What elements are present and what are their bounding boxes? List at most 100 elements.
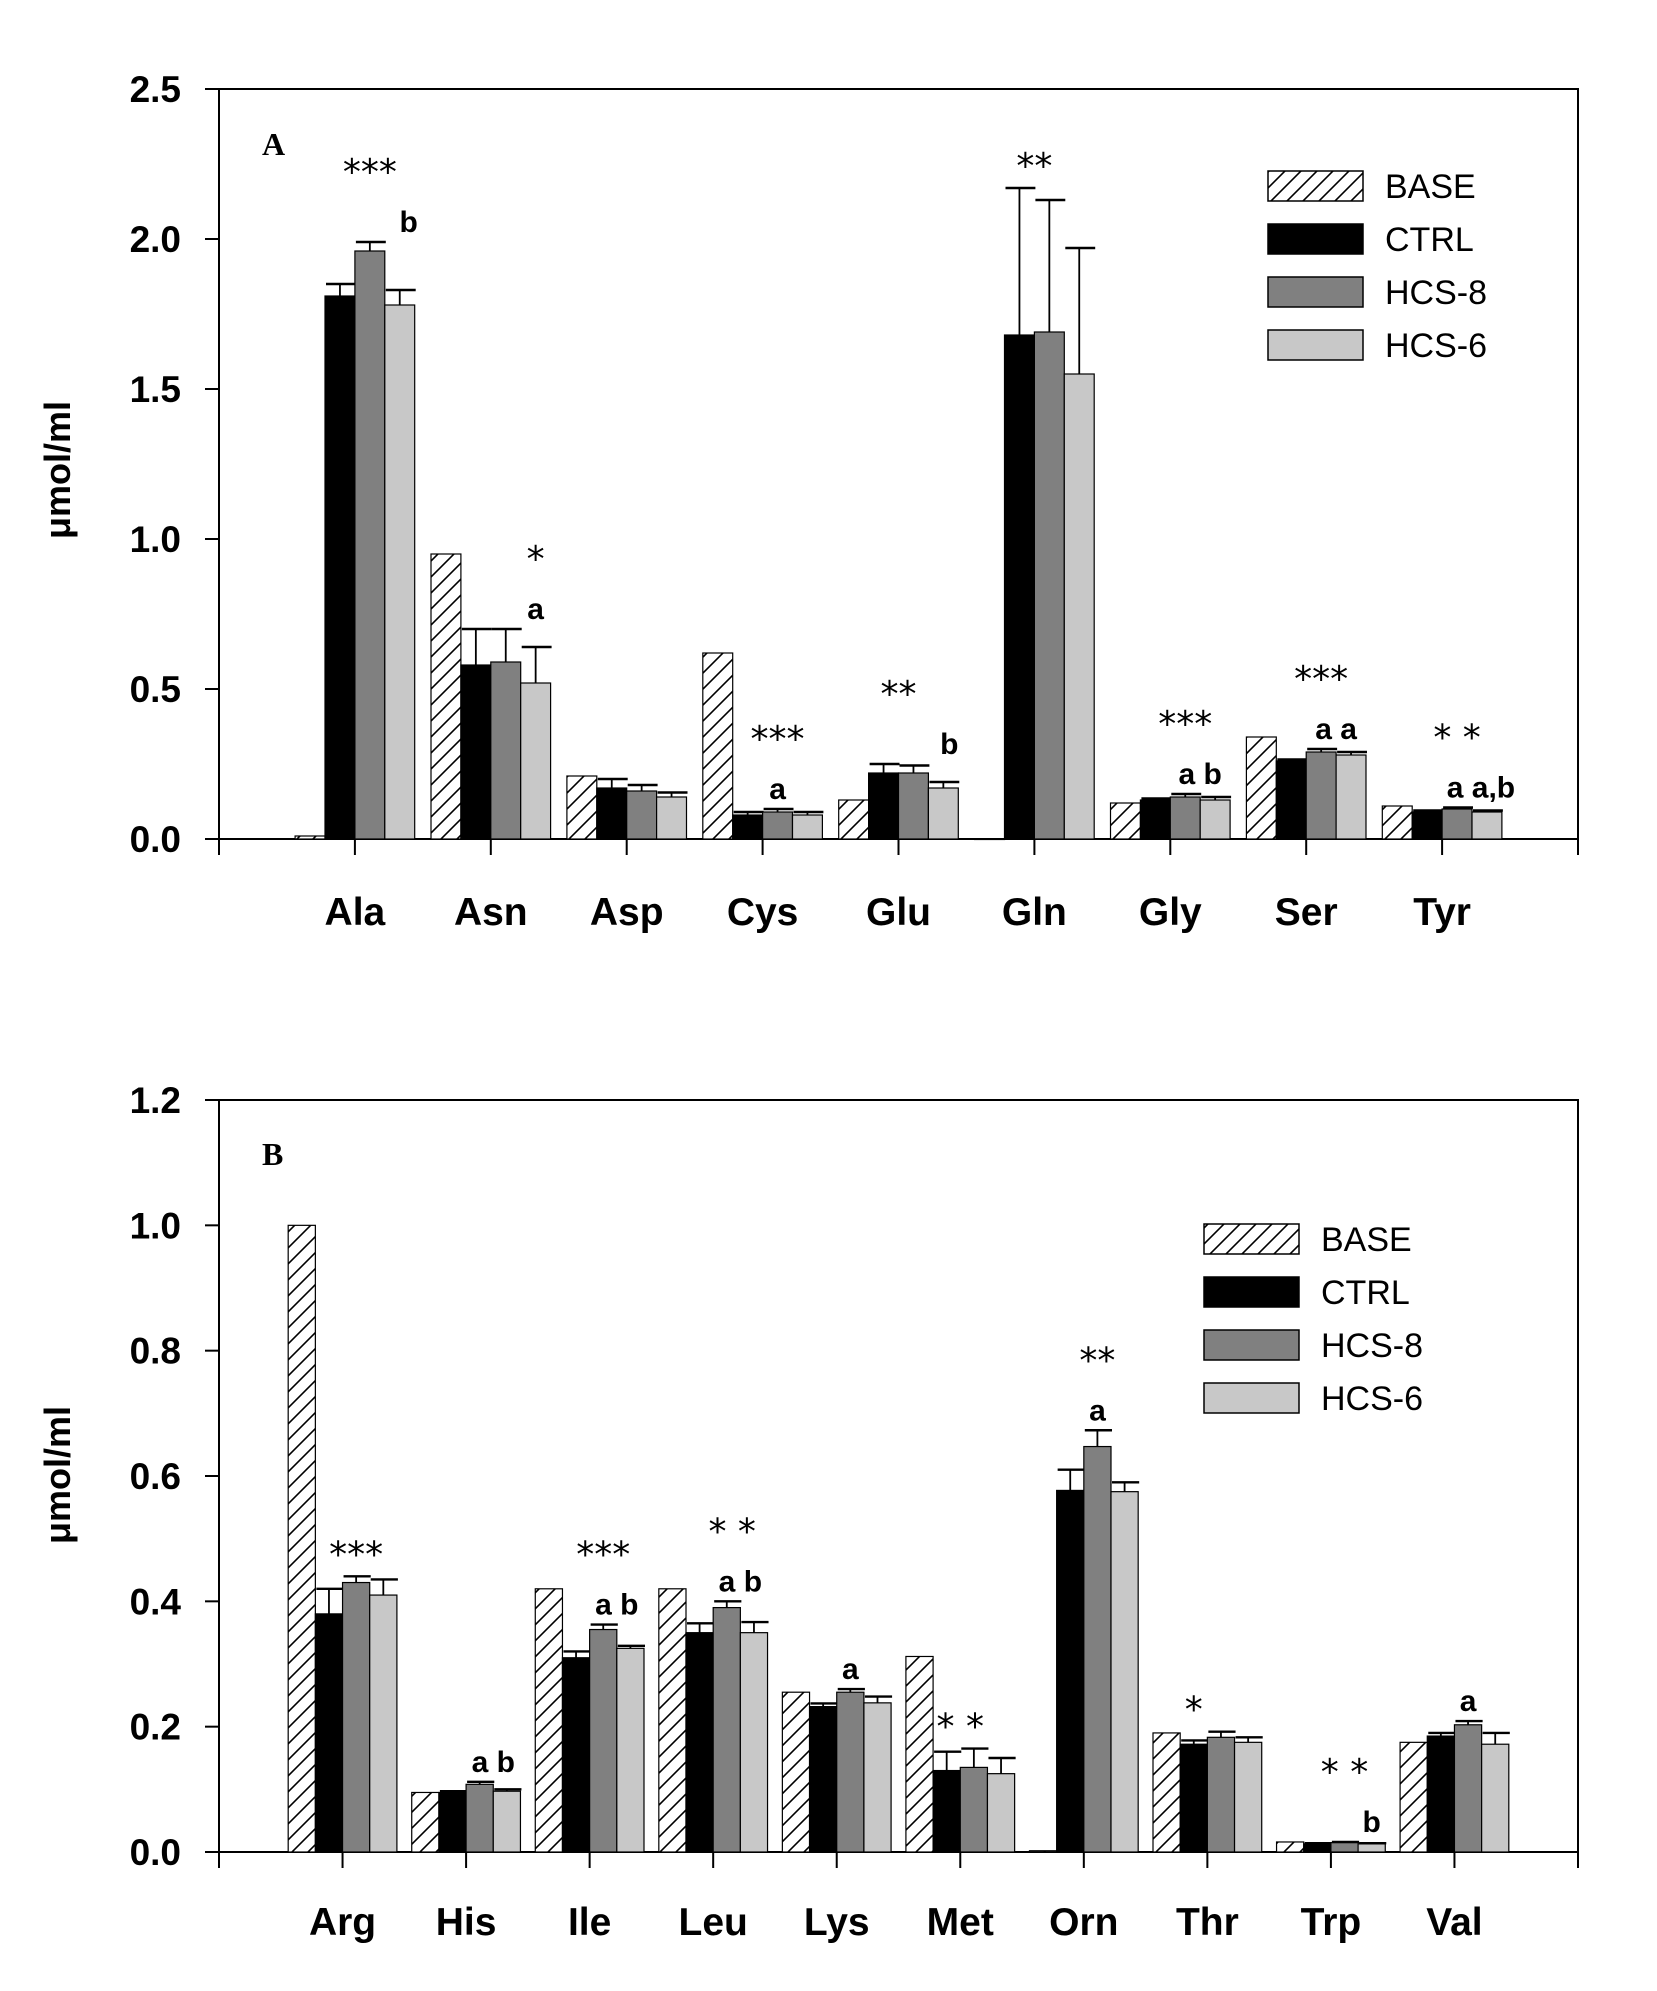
bar-hcs-6-gln [1063, 373, 1095, 840]
bar-hcs-8-cys [761, 811, 794, 840]
legend-label: HCS-6 [1321, 1380, 1423, 1418]
significance-stars: * [1185, 1690, 1203, 1731]
y-tick-label: 0.5 [130, 669, 181, 710]
significance-stars: ** [1016, 146, 1052, 187]
x-tick-label: Lys [804, 1901, 870, 1944]
bar-ctrl-arg [314, 1613, 344, 1853]
y-tick-label: 2.5 [130, 69, 181, 110]
bar-hcs-8-trp [1330, 1841, 1359, 1853]
significance-letter: b [400, 206, 418, 239]
significance-stars: * [527, 539, 545, 580]
panel-letter: A [262, 126, 285, 162]
bar-hcs-6-val [1481, 1743, 1510, 1853]
bar-ctrl-val [1426, 1735, 1456, 1853]
bar-hcs-6-orn [1110, 1491, 1139, 1853]
bar-hcs-8-his [465, 1783, 494, 1853]
significance-stars: ** [881, 674, 917, 715]
x-tick-label: Tyr [1413, 891, 1471, 934]
bar-hcs-8-lys [836, 1691, 865, 1853]
significance-stars: *** [576, 1535, 630, 1576]
significance-letter: a b [1179, 758, 1222, 791]
bar-ctrl-tyr [1411, 811, 1443, 840]
y-tick-label: 1.2 [130, 1080, 181, 1121]
y-tick-label: 0.4 [130, 1581, 182, 1622]
bar-base-his [411, 1791, 440, 1853]
y-tick-label: 0.8 [130, 1331, 181, 1372]
y-tick-label: 2.0 [130, 219, 181, 260]
bar-base-arg [287, 1224, 316, 1853]
significance-letter: a b [472, 1746, 515, 1779]
x-tick-label: Glu [866, 891, 931, 934]
x-tick-label: Ala [325, 891, 386, 934]
significance-stars: *** [343, 152, 397, 193]
legend-swatch-ctrl [1203, 1276, 1300, 1308]
y-tick-label: 1.5 [130, 369, 181, 410]
y-tick-label: 1.0 [130, 1205, 181, 1246]
panel-a-chart: 0.0 0.5 1.0 1.5 2.0 2.5 μmol/ml A Ala Asn Asp Cys Gl… [37, 69, 1579, 934]
bar-hcs-8-met [959, 1766, 989, 1853]
bar-hcs-8-gly [1169, 796, 1201, 840]
bar-base-tyr [1381, 805, 1413, 840]
bar-base-met [905, 1655, 934, 1853]
bar-hcs-8-ala [354, 250, 386, 840]
bar-hcs-6-glu [927, 787, 959, 840]
bar-hcs-6-asn [520, 682, 552, 840]
bar-base-val [1399, 1741, 1428, 1853]
bar-base-glu [838, 799, 870, 840]
bar-hcs-8-asn [490, 661, 522, 840]
bar-hcs-8-leu [712, 1606, 741, 1853]
bar-hcs-6-his [492, 1790, 522, 1853]
bar-base-gln [974, 838, 1006, 841]
bar-base-trp [1275, 1841, 1305, 1853]
y-axis-label: μmol/ml [37, 1406, 78, 1544]
bar-hcs-8-asp [626, 790, 658, 840]
legend-swatch-hcs-6 [1267, 329, 1364, 361]
bar-base-ile [534, 1588, 564, 1853]
x-tick-label: Val [1426, 1901, 1482, 1944]
legend-swatch-base [1267, 170, 1364, 202]
legend-label: HCS-8 [1321, 1327, 1423, 1365]
bar-ctrl-gln [1003, 334, 1036, 840]
bar-base-cys [702, 652, 734, 840]
significance-letter: a b [595, 1589, 638, 1622]
bar-ctrl-cys [732, 814, 764, 840]
significance-stars: * * [1433, 718, 1480, 759]
significance-stars: ** [1079, 1340, 1115, 1381]
panel-letter: B [262, 1136, 283, 1172]
significance-stars: * * [708, 1511, 755, 1552]
bar-hcs-6-gly [1199, 799, 1231, 840]
x-tick-label: Leu [679, 1901, 748, 1944]
x-tick-label: Ser [1275, 891, 1338, 934]
x-tick-label: Arg [309, 1901, 376, 1944]
x-tick-label: His [436, 1901, 497, 1944]
significance-letter: a [842, 1653, 859, 1686]
legend-swatch-hcs-8 [1267, 276, 1364, 308]
x-tick-label: Gln [1002, 891, 1067, 934]
bar-ctrl-thr [1179, 1743, 1208, 1853]
significance-letter: b [1363, 1806, 1381, 1839]
bar-base-leu [658, 1588, 687, 1853]
bar-base-ser [1245, 736, 1277, 840]
bar-base-thr [1152, 1732, 1181, 1853]
significance-letter: a [527, 593, 544, 626]
legend-label: HCS-8 [1385, 274, 1487, 312]
significance-stars: * * [1321, 1752, 1368, 1793]
bar-hcs-8-orn [1083, 1445, 1112, 1853]
bar-ctrl-gly [1139, 799, 1171, 840]
legend-label: CTRL [1321, 1274, 1410, 1312]
bar-ctrl-orn [1056, 1489, 1085, 1853]
significance-stars: *** [1158, 704, 1212, 745]
bar-base-gly [1109, 802, 1142, 840]
significance-letter: a b [719, 1565, 762, 1598]
x-tick-label: Ile [568, 1901, 611, 1944]
bar-hcs-6-ile [616, 1647, 645, 1853]
bar-hcs-6-thr [1233, 1741, 1263, 1853]
bar-hcs-8-tyr [1441, 808, 1473, 840]
legend-label: HCS-6 [1385, 327, 1487, 365]
bar-base-asp [566, 775, 598, 840]
y-tick-label: 0.0 [130, 819, 181, 860]
bar-hcs-6-cys [791, 814, 823, 840]
x-tick-label: Orn [1049, 1901, 1118, 1944]
bar-hcs-6-ser [1335, 754, 1367, 840]
significance-letter: a a,b [1447, 772, 1515, 805]
